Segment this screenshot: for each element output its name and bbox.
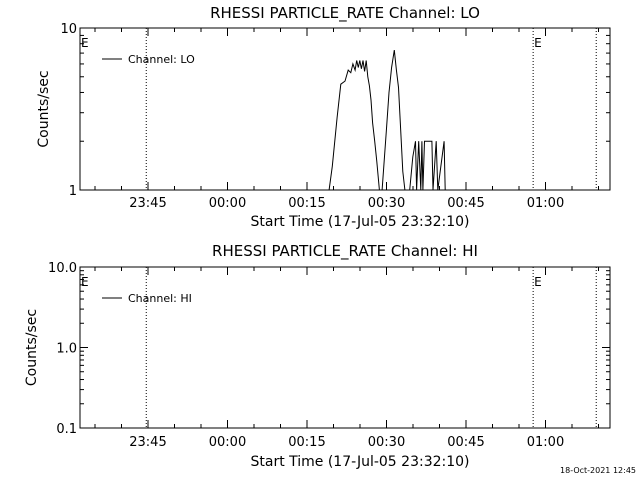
x-tick-label: 23:45 <box>129 435 166 450</box>
x-tick-label: 23:45 <box>129 196 166 211</box>
legend-label: Channel: HI <box>128 292 192 305</box>
chart-title: RHESSI PARTICLE_RATE Channel: HI <box>212 242 478 261</box>
x-axis-label: Start Time (17-Jul-05 23:32:10) <box>250 454 469 470</box>
x-tick-label: 00:45 <box>447 196 484 211</box>
x-tick-label: 00:15 <box>288 196 325 211</box>
chart-title: RHESSI PARTICLE_RATE Channel: LO <box>210 4 480 23</box>
x-tick-label: 00:30 <box>368 435 405 450</box>
y-tick-label: 0.1 <box>56 422 77 437</box>
plot-frame <box>79 27 611 191</box>
legend-label: Channel: LO <box>128 53 195 66</box>
x-tick-label: 00:30 <box>368 196 405 211</box>
x-tick-label: 01:00 <box>527 435 564 450</box>
x-tick-label: 00:45 <box>447 435 484 450</box>
event-marker-label: E <box>81 36 89 50</box>
series-line <box>80 50 610 191</box>
x-tick-label: 00:15 <box>288 435 325 450</box>
y-tick-label: 1.0 <box>56 342 77 357</box>
y-axis-label: Counts/sec <box>36 70 52 147</box>
footer-timestamp: 18-Oct-2021 12:45 <box>560 466 636 475</box>
event-marker-label: E <box>534 36 542 50</box>
y-tick-label: 10 <box>60 22 77 37</box>
x-tick-label: 01:00 <box>527 196 564 211</box>
x-tick-label: 00:00 <box>209 435 246 450</box>
x-axis-label: Start Time (17-Jul-05 23:32:10) <box>250 214 469 230</box>
y-tick-label: 10.0 <box>48 261 77 276</box>
y-axis-label: Counts/sec <box>24 309 40 386</box>
x-tick-label: 00:00 <box>209 196 246 211</box>
event-marker-label: E <box>534 275 542 289</box>
y-tick-label: 1 <box>69 184 77 199</box>
event-marker-label: E <box>81 275 89 289</box>
